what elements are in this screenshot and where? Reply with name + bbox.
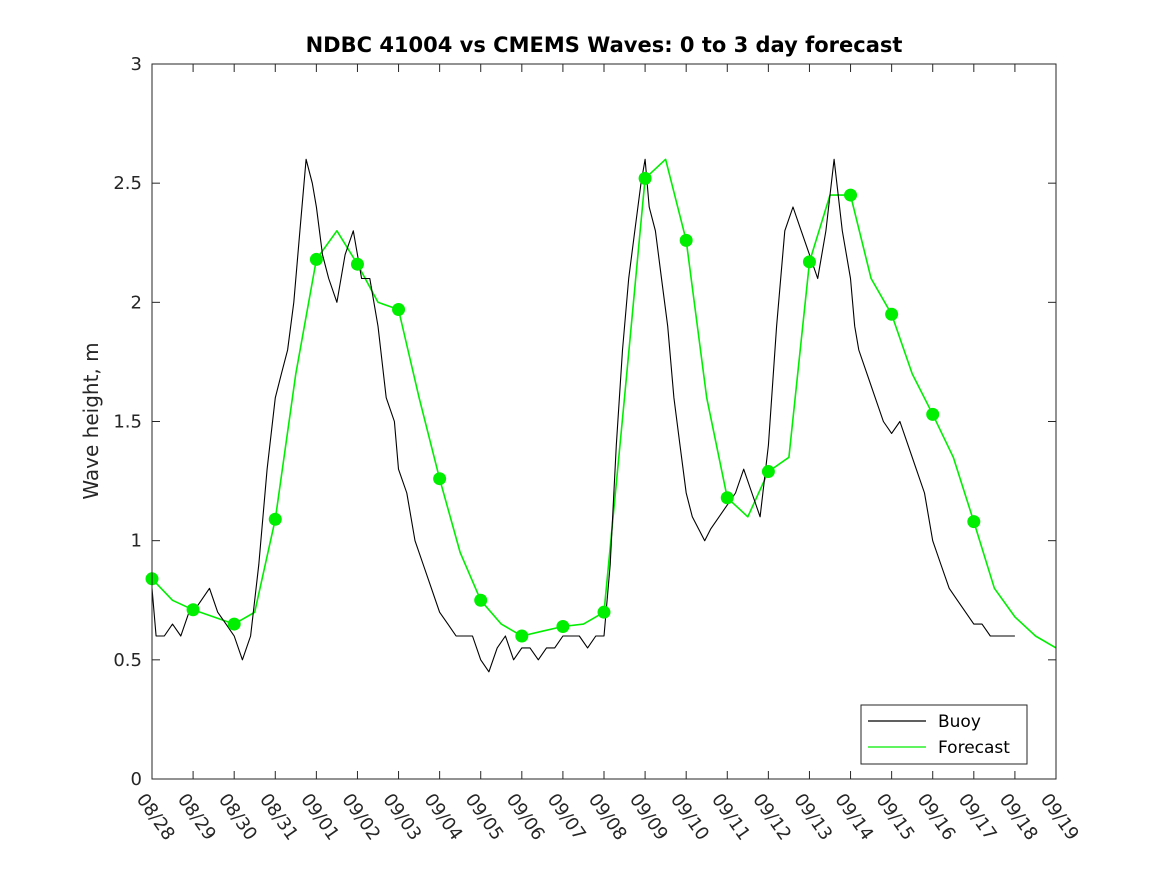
forecast-marker [844,188,858,202]
legend-box [860,704,1028,765]
forecast-marker [967,515,981,529]
y-tick-label: 0.5 [113,650,142,671]
legend: Buoy Forecast [860,704,1028,765]
forecast-marker [268,512,282,526]
y-tick-label: 2.5 [113,173,142,194]
forecast-marker [392,302,406,316]
forecast-marker [474,593,488,607]
forecast-marker [597,605,611,619]
y-tick-label: 1 [131,531,142,552]
legend-buoy-label: Buoy [938,712,981,732]
plot-area [152,64,1056,779]
y-axis-label: Wave height, m [79,342,103,499]
forecast-marker [926,407,940,421]
forecast-marker [515,629,529,643]
forecast-marker [227,617,241,631]
y-tick-label: 3 [131,54,142,75]
forecast-marker [885,307,899,321]
forecast-marker [556,619,570,633]
forecast-marker [802,255,816,269]
forecast-marker [720,491,734,505]
forecast-marker [186,603,200,617]
forecast-marker [761,465,775,479]
forecast-marker [309,252,323,266]
legend-forecast-label: Forecast [938,738,1010,758]
buoy-series-line [151,158,1015,673]
y-tick-label: 1.5 [113,412,142,433]
forecast-marker [350,257,364,271]
forecast-marker [433,472,447,486]
forecast-marker [638,171,652,185]
y-tick-label: 0 [131,769,142,790]
y-tick-label: 2 [131,292,142,313]
chart-title: NDBC 41004 vs CMEMS Waves: 0 to 3 day fo… [306,33,903,57]
y-axis: 0 0.5 1 1.5 2 2.5 3 [113,54,1056,790]
forecast-marker [679,233,693,247]
